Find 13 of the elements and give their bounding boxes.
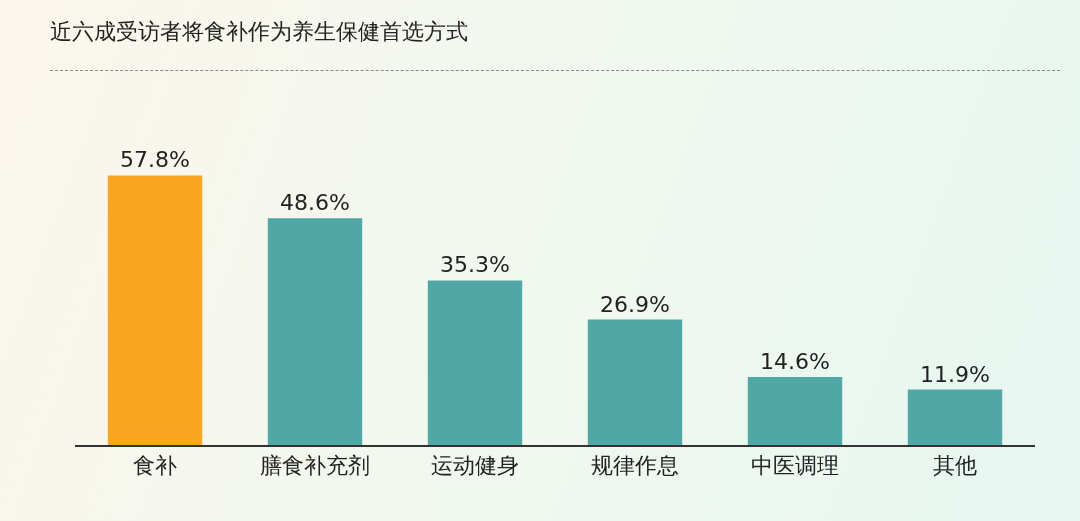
data-label: 11.9%	[920, 361, 990, 387]
x-tick-label: 运动健身	[431, 453, 519, 479]
x-tick-label: 规律作息	[591, 453, 679, 479]
chart-title: 近六成受访者将食补作为养生保健首选方式	[49, 18, 468, 44]
data-label: 57.8%	[120, 147, 190, 173]
data-label: 14.6%	[760, 348, 830, 374]
data-label: 35.3%	[440, 252, 510, 278]
x-tick-label: 中医调理	[751, 453, 839, 479]
data-label: 48.6%	[280, 190, 350, 216]
data-label: 26.9%	[600, 291, 670, 317]
x-tick-label: 食补	[133, 453, 177, 479]
x-tick-label: 其他	[933, 453, 977, 479]
x-tick-label: 膳食补充剂	[260, 453, 370, 479]
